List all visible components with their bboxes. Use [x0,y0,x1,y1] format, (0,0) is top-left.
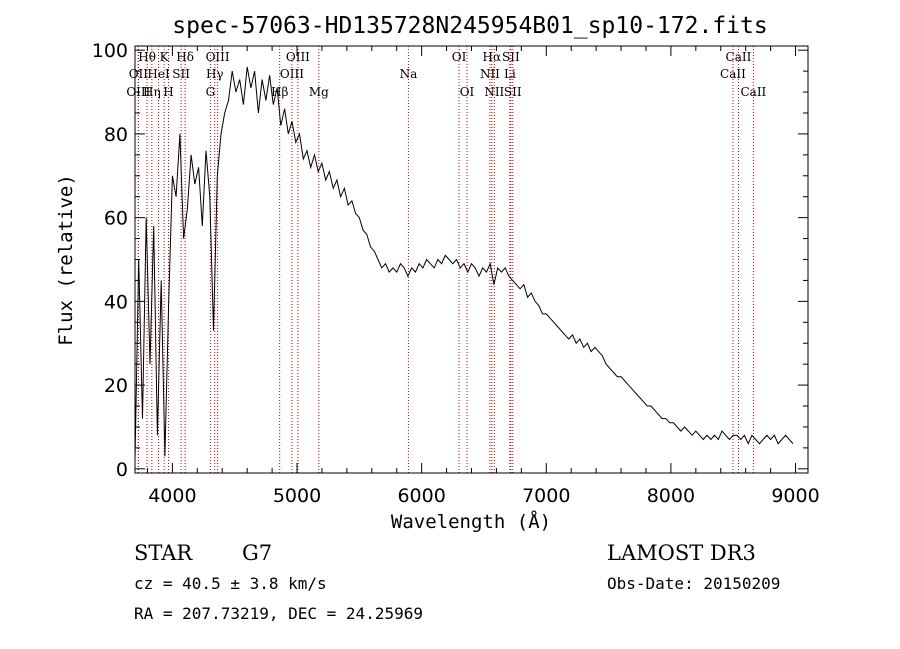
y-axis-label: Flux (relative) [55,174,77,346]
x-axis-ticks: 4000 5000 6000 7000 8000 9000 [146,46,820,507]
line-marker-label: Hα [483,50,502,64]
redshift-cz: cz = 40.5 ± 3.8 km/s [134,574,327,593]
line-marker-label: Mg [309,85,329,99]
x-tick-label: 9000 [771,485,819,507]
line-marker-label: Hδ [176,50,194,64]
x-tick-label: 6000 [397,485,445,507]
line-marker-label: Hθ [138,50,156,64]
y-tick-label: 20 [104,375,128,397]
y-tick-label: 100 [92,40,128,62]
y-tick-label: 0 [116,459,128,481]
x-tick-label: 8000 [647,485,695,507]
y-axis-ticks: 0 20 40 60 80 100 [92,40,808,481]
x-tick-label: 5000 [273,485,321,507]
spectrum-series-line [134,66,794,461]
x-tick-label: 4000 [148,485,196,507]
line-marker-label: CaII [740,85,766,99]
y-tick-label: 80 [104,124,128,146]
x-axis-label: Wavelength (Å) [391,510,551,533]
line-marker-label: H [163,85,173,99]
survey-name: LAMOST DR3 [607,541,756,565]
line-marker-label: Hγ [206,67,224,81]
y-tick-label: 40 [104,291,128,313]
line-marker-label: OIII [206,50,230,64]
line-marker-label: CaII [720,67,746,81]
line-marker-label: OIII [280,67,304,81]
object-class: STAR [134,541,193,565]
line-marker-label: K [160,50,170,64]
x-tick-label: 7000 [522,485,570,507]
line-marker-label: CaII [726,50,752,64]
y-tick-label: 60 [104,208,128,230]
line-marker-label: NII [480,67,500,81]
line-marker-label: Hβ [271,85,288,99]
observation-date: Obs-Date: 20150209 [607,574,781,593]
spectral-subclass: G7 [242,541,273,565]
chart-title: spec-57063-HD135728N245954B01_sp10-172.f… [172,13,767,39]
sky-coordinates: RA = 207.73219, DEC = 24.25969 [134,604,423,623]
line-marker-label: SII [502,50,520,64]
line-marker-label: NII [484,85,504,99]
line-marker-label: OI [460,85,475,99]
line-marker-label: OI [452,50,467,64]
line-marker-label: G [206,85,216,99]
line-marker-label: Li [504,67,516,81]
line-marker-label: SII [172,67,190,81]
line-marker-label: OIII [286,50,310,64]
plot-frame [134,45,809,474]
line-marker-label: SII [504,85,522,99]
line-marker-label: Na [400,67,418,81]
line-marker-label: HeI [147,67,170,81]
line-marker-label: Hη [143,85,161,99]
